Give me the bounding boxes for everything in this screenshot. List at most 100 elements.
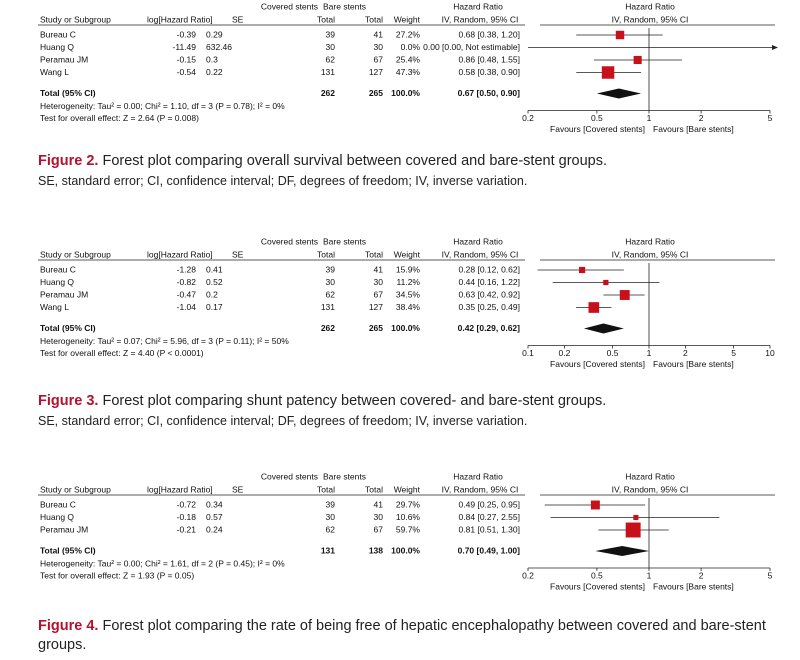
total: 67 [374, 54, 384, 64]
study-marker [590, 500, 600, 510]
se: 0.57 [206, 512, 223, 522]
column-header: Total [317, 249, 335, 259]
weight: 34.5% [396, 289, 421, 299]
heterogeneity: Heterogeneity: Tau² = 0.07; Chi² = 5.96,… [40, 336, 289, 346]
study-marker [633, 55, 642, 65]
favours-label: Favours [Bare stents] [653, 359, 734, 369]
weight: 100.0% [391, 545, 420, 555]
study: Peramau JM [40, 54, 88, 64]
total-label: Total (95% CI) [40, 545, 96, 555]
column-header: IV, Random, 95% CI [442, 14, 519, 24]
caption-note: SE, standard error; CI, confidence inter… [38, 414, 528, 428]
column-header: IV, Random, 95% CI [612, 14, 689, 24]
study-marker [603, 279, 609, 286]
study: Huang Q [40, 512, 74, 522]
ci-text: 0.84 [0.27, 2.55] [459, 512, 520, 522]
column-header: Weight [394, 249, 421, 259]
column-header: log[Hazard Ratio] [147, 249, 213, 259]
weight: 47.3% [396, 67, 421, 77]
study-marker [579, 266, 586, 274]
study-marker [619, 290, 630, 300]
column-header: IV, Random, 95% CI [612, 249, 689, 259]
column-header: IV, Random, 95% CI [442, 249, 519, 259]
ci-text: 0.28 [0.12, 0.62] [459, 264, 520, 274]
total: 41 [374, 264, 384, 274]
weight: 15.9% [396, 264, 421, 274]
favours-label: Favours [Covered stents] [550, 581, 645, 591]
study: Bureau C [40, 264, 76, 274]
favours-label: Favours [Covered stents] [550, 124, 645, 134]
total: 262 [321, 88, 335, 98]
ci-text: 0.58 [0.38, 0.90] [459, 67, 520, 77]
total: 39 [326, 264, 336, 274]
total: 30 [326, 277, 336, 287]
ci-text: 0.42 [0.29, 0.62] [458, 323, 521, 333]
x-tick-label: 2 [683, 348, 688, 358]
log-hr: -11.49 [173, 42, 197, 52]
group-header: Covered stents [261, 236, 318, 246]
total: 67 [374, 524, 384, 534]
caption-line: Figure 4. Forest plot comparing the rate… [38, 617, 788, 655]
x-tick-label: 1 [647, 113, 652, 123]
se: 0.22 [206, 67, 223, 77]
study-marker [633, 514, 639, 521]
hr-header: Hazard Ratio [625, 1, 675, 11]
x-tick-label: 2 [699, 570, 704, 580]
favours-label: Favours [Bare stents] [653, 581, 734, 591]
group-header: Bare stents [323, 471, 366, 481]
total: 138 [369, 545, 383, 555]
total-diamond [583, 323, 624, 334]
x-tick-label: 1 [647, 570, 652, 580]
caption-label: Figure 3. [38, 393, 99, 409]
group-header: Bare stents [323, 1, 366, 11]
se: 0.3 [206, 54, 218, 64]
caption-line: Figure 3. Forest plot comparing shunt pa… [38, 392, 788, 411]
total: 30 [374, 277, 384, 287]
column-header: Total [365, 14, 383, 24]
study-marker [601, 66, 615, 79]
total: 131 [321, 67, 335, 77]
study: Bureau C [40, 29, 76, 39]
log-hr: -0.21 [177, 524, 197, 534]
column-header: IV, Random, 95% CI [612, 484, 689, 494]
se: 0.17 [206, 302, 223, 312]
weight: 100.0% [391, 323, 420, 333]
caption-note: SE, standard error; CI, confidence inter… [38, 174, 528, 188]
caption-label: Figure 4. [38, 618, 99, 634]
favours-label: Favours [Covered stents] [550, 359, 645, 369]
ci-text: 0.70 [0.49, 1.00] [458, 545, 521, 555]
hr-header: Hazard Ratio [625, 471, 675, 481]
log-hr: -0.72 [177, 499, 197, 509]
study: Peramau JM [40, 524, 88, 534]
study: Huang Q [40, 277, 74, 287]
log-hr: -0.47 [177, 289, 197, 299]
total: 30 [374, 42, 384, 52]
log-hr: -0.54 [177, 67, 197, 77]
heterogeneity: Heterogeneity: Tau² = 0.00; Chi² = 1.10,… [40, 101, 285, 111]
total: 39 [326, 29, 336, 39]
ci-text: 0.86 [0.48, 1.55] [459, 54, 520, 64]
overall-test: Test for overall effect: Z = 1.93 (P = 0… [40, 570, 194, 580]
weight: 59.7% [396, 524, 421, 534]
column-header: Study or Subgroup [40, 484, 111, 494]
study: Peramau JM [40, 289, 88, 299]
weight: 38.4% [396, 302, 421, 312]
study-marker [625, 522, 641, 538]
x-tick-label: 5 [731, 348, 736, 358]
column-header: IV, Random, 95% CI [442, 484, 519, 494]
total: 127 [369, 67, 383, 77]
column-header: SE [232, 484, 244, 494]
study: Bureau C [40, 499, 76, 509]
heterogeneity: Heterogeneity: Tau² = 0.00; Chi² = 1.61,… [40, 558, 285, 568]
total: 30 [326, 42, 336, 52]
ci-text: 0.35 [0.25, 0.49] [459, 302, 520, 312]
ci-text: 0.44 [0.16, 1.22] [459, 277, 520, 287]
total: 131 [321, 545, 335, 555]
ci-text: 0.81 [0.51, 1.30] [459, 524, 520, 534]
overall-test: Test for overall effect: Z = 4.40 (P < 0… [40, 348, 204, 358]
column-header: SE [232, 249, 244, 259]
column-header: Total [317, 484, 335, 494]
column-header: log[Hazard Ratio] [147, 484, 213, 494]
